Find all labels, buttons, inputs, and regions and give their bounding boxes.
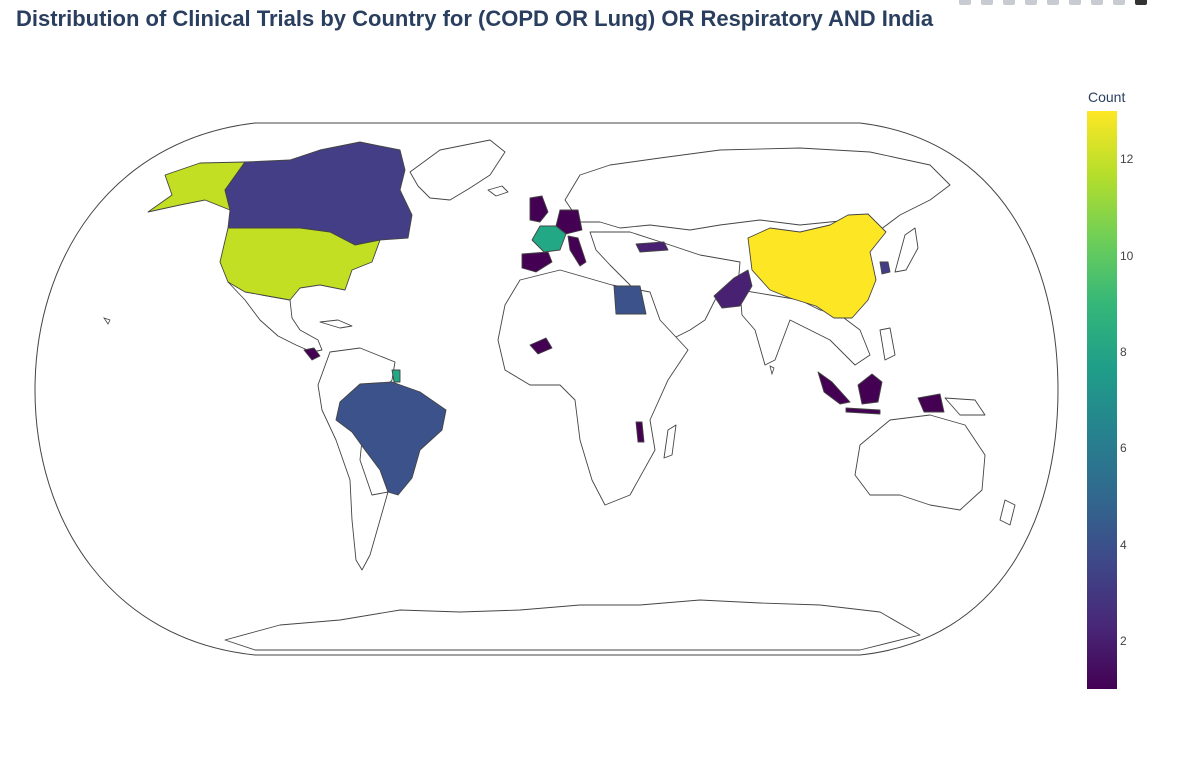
page-title: Distribution of Clinical Trials by Count… <box>16 6 934 31</box>
country-turkey[interactable] <box>635 241 669 253</box>
select-icon[interactable] <box>1025 0 1037 5</box>
australia[interactable] <box>854 414 986 511</box>
cuba[interactable] <box>319 319 353 329</box>
zoom-icon[interactable] <box>981 0 993 5</box>
colorbar-tick-label: 10 <box>1120 248 1134 263</box>
zoom-in-icon[interactable] <box>1069 0 1081 5</box>
country-alaska[interactable] <box>147 161 246 213</box>
papua-new-guinea[interactable] <box>944 397 986 416</box>
modebar[interactable] <box>959 0 1147 6</box>
new-zealand[interactable] <box>999 499 1016 526</box>
country-brazil[interactable] <box>335 381 447 496</box>
country-south-korea[interactable] <box>879 261 891 275</box>
colorbar-tick-label: 8 <box>1120 344 1127 359</box>
country-indonesia-java[interactable] <box>845 407 881 415</box>
lasso-icon[interactable] <box>1047 0 1059 5</box>
island-sri-lanka <box>769 365 775 376</box>
madagascar[interactable] <box>663 424 677 459</box>
country-united-kingdom[interactable] <box>529 195 549 223</box>
eurasia-north[interactable] <box>564 147 951 231</box>
country-burkina-faso[interactable] <box>529 337 553 355</box>
autoscale-icon[interactable] <box>1113 0 1125 5</box>
country-france[interactable] <box>531 225 567 253</box>
country-indonesia[interactable] <box>817 371 851 405</box>
country-united-states[interactable] <box>219 227 381 301</box>
colorbar-title: Count <box>1088 89 1126 105</box>
colorbar-tick-label: 2 <box>1120 633 1127 648</box>
philippines[interactable] <box>879 327 896 361</box>
plotly-logo-icon[interactable] <box>1135 0 1147 5</box>
middle-east[interactable] <box>589 231 741 341</box>
country-italy[interactable] <box>567 235 587 267</box>
colorbar-tick-label: 12 <box>1120 152 1134 167</box>
colorbar-tick-label: 4 <box>1120 537 1127 552</box>
country-germany[interactable] <box>555 209 583 235</box>
antarctica[interactable] <box>224 599 921 651</box>
country-costa-rica[interactable] <box>303 347 321 361</box>
country-egypt[interactable] <box>613 285 647 315</box>
colorbar-tick-label: 6 <box>1120 441 1127 456</box>
greenland[interactable] <box>409 139 506 201</box>
iceland[interactable] <box>487 185 509 197</box>
japan[interactable] <box>894 227 919 273</box>
country-indonesia-papua[interactable] <box>917 393 945 413</box>
country-malawi[interactable] <box>635 421 645 443</box>
country-china[interactable] <box>747 213 887 319</box>
country-indonesia-borneo[interactable] <box>857 373 883 405</box>
country-french-guiana[interactable] <box>391 369 401 383</box>
pan-icon[interactable] <box>1003 0 1015 5</box>
colorbar <box>1087 111 1117 689</box>
island-hawaii <box>103 317 111 325</box>
zoom-out-icon[interactable] <box>1091 0 1103 5</box>
country-spain[interactable] <box>521 251 553 273</box>
south-america[interactable] <box>317 347 396 571</box>
camera-icon[interactable] <box>959 0 971 5</box>
south-asia[interactable] <box>739 289 871 366</box>
country-canada[interactable] <box>224 141 413 246</box>
country-pakistan[interactable] <box>713 269 753 309</box>
africa[interactable] <box>497 269 689 506</box>
